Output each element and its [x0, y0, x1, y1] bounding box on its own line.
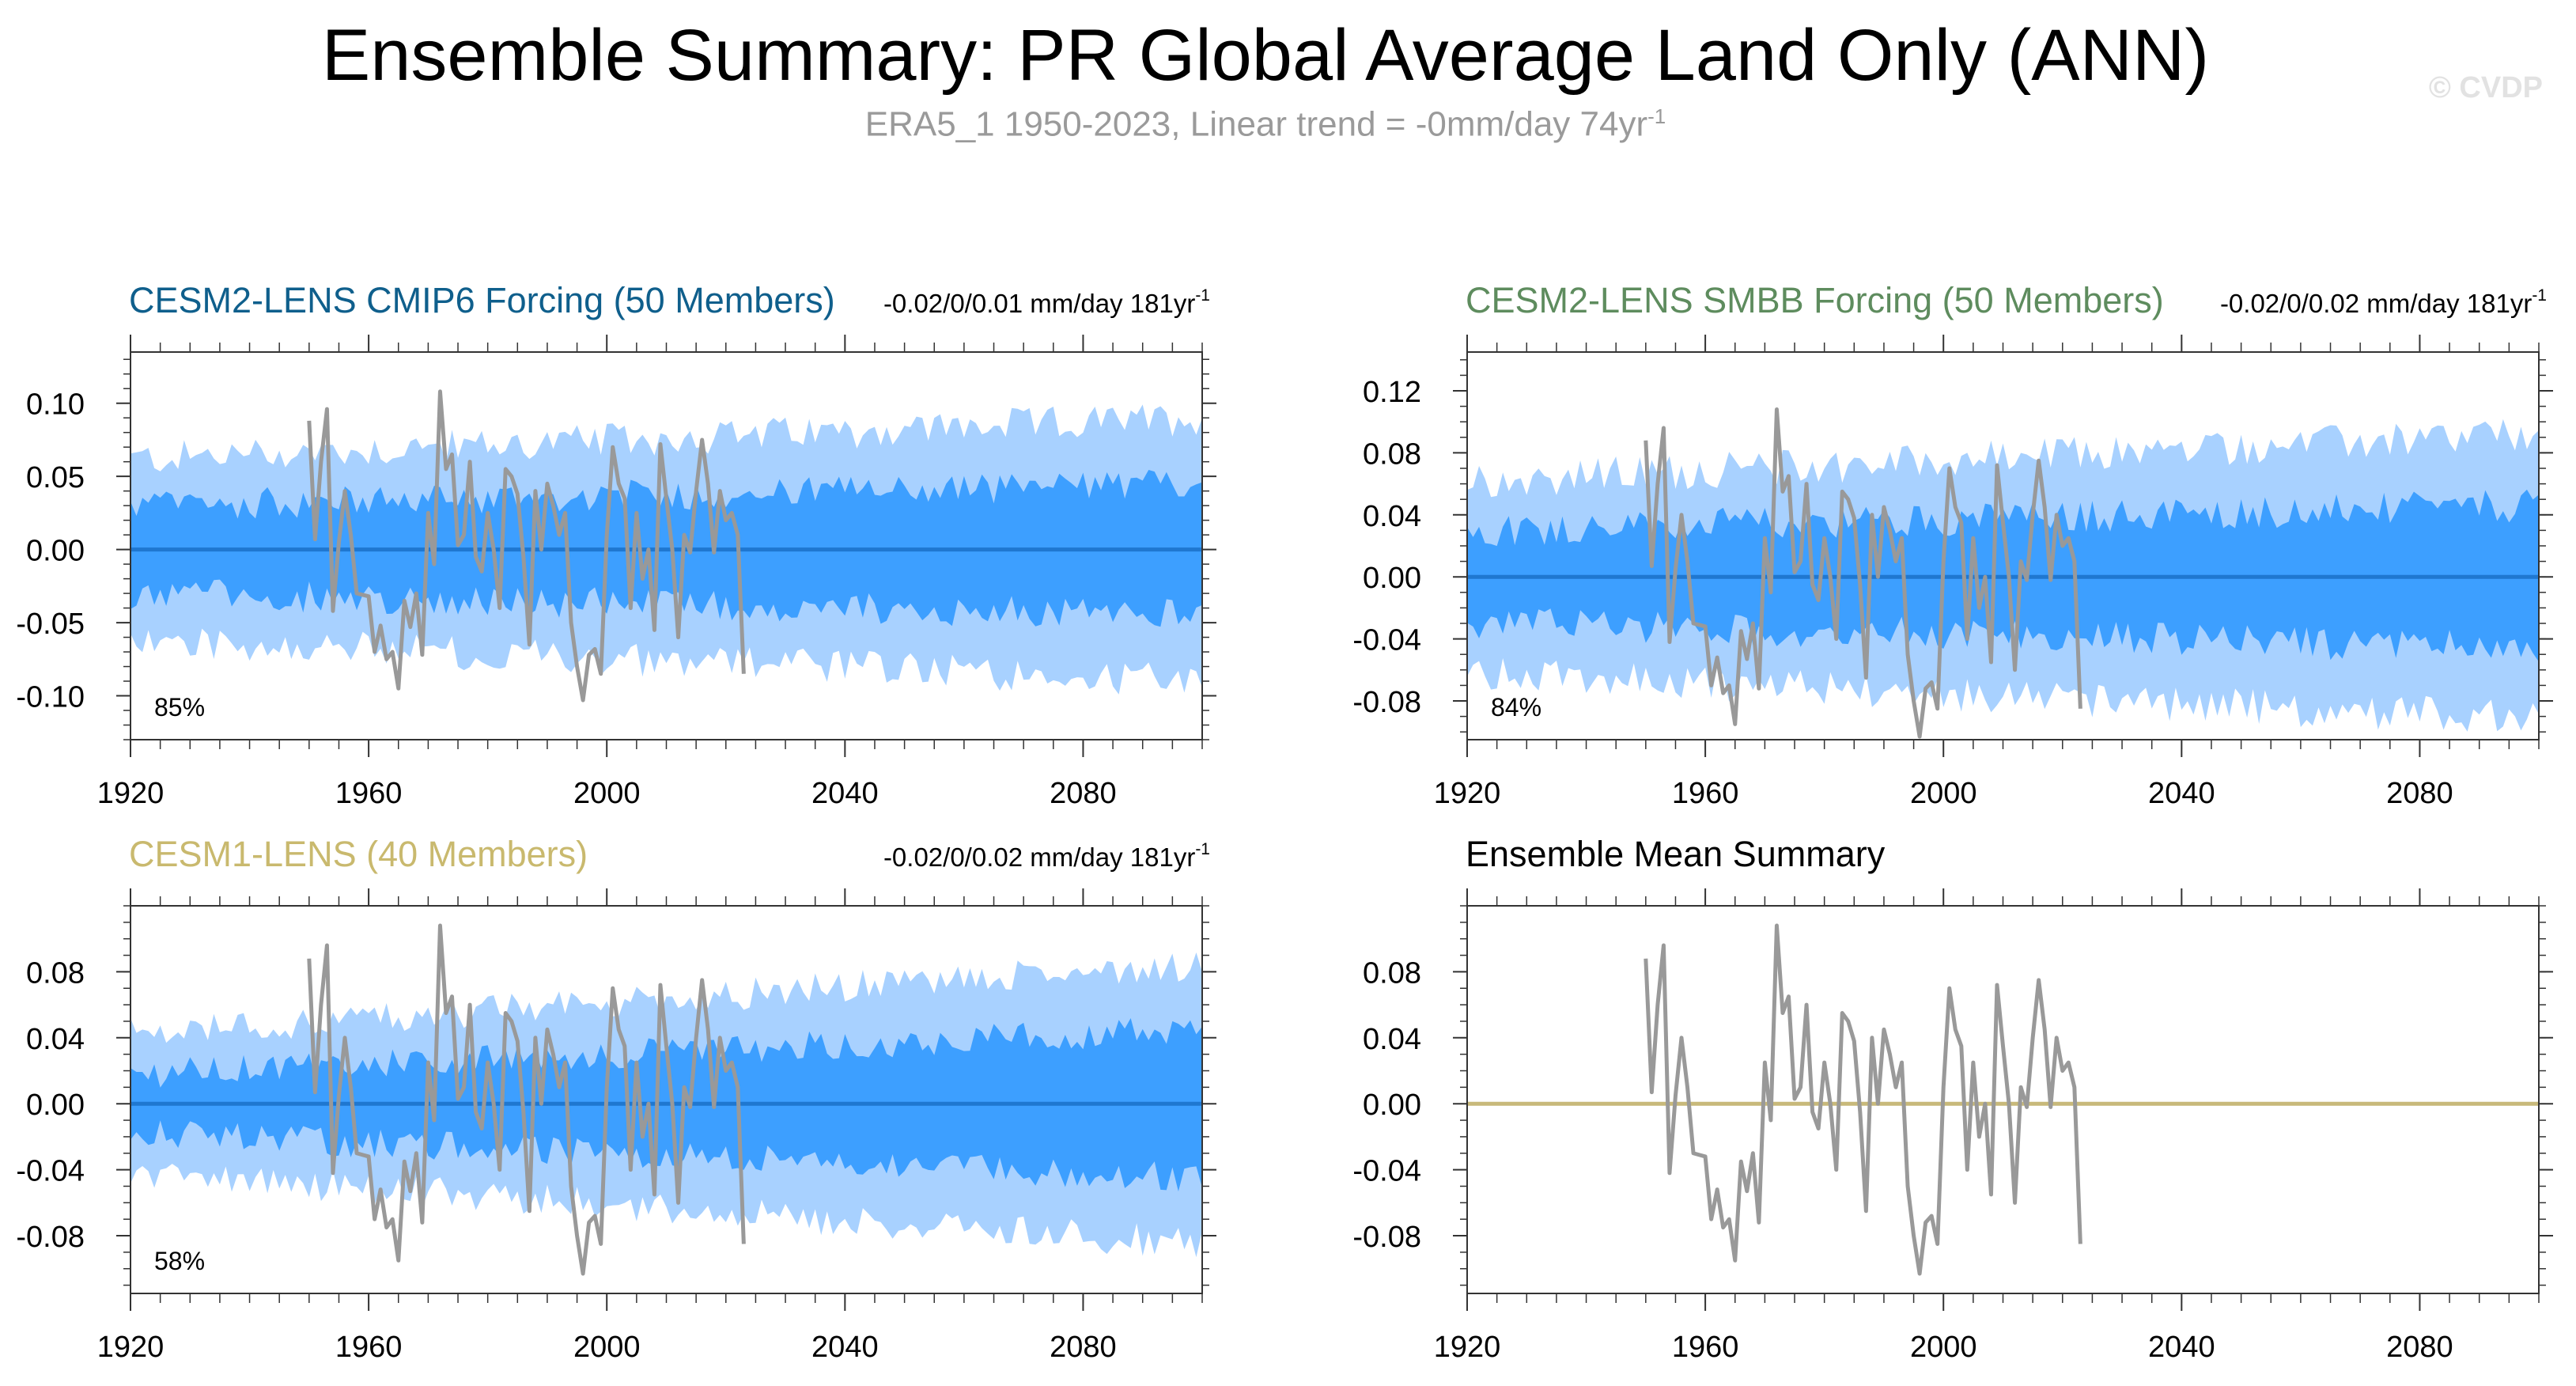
observations-line [307, 923, 746, 1276]
x-tick-label: 1960 [335, 777, 403, 810]
x-tick-label: 2080 [1050, 777, 1117, 810]
x-tick-label: 1960 [1672, 1331, 1739, 1364]
y-tick-label: -0.05 [16, 608, 85, 641]
percent-label: 58% [154, 1247, 205, 1275]
observations-line [1644, 407, 2082, 739]
y-tick-label: -0.08 [16, 1221, 85, 1254]
y-tick-label: 0.04 [1363, 1023, 1421, 1056]
plot-area [131, 389, 1202, 702]
x-tick-label: 2000 [573, 1331, 641, 1364]
panel-summary: -0.08 -0.04 0.00 0.04 0.08 1920 1960 2000 2040 20… [1352, 834, 2553, 1364]
trend-text: -0.02/0/0.02 mm/day 181yr [2220, 289, 2532, 318]
y-tick-label: 0.08 [26, 956, 85, 990]
y-tick-label: 0.00 [1363, 562, 1421, 595]
panel-title: CESM2-LENS SMBB Forcing (50 Members) [1466, 280, 2164, 320]
subtitle-text: ERA5_1 1950-2023, Linear trend = -0mm/da… [864, 104, 1648, 144]
percent-label: 84% [1491, 693, 1541, 721]
figure-title: Ensemble Summary: PR Global Average Land… [321, 15, 2210, 96]
y-tick-label: -0.08 [1352, 686, 1421, 719]
y-tick-label: -0.04 [1352, 1155, 1421, 1188]
plot-area [1467, 407, 2539, 739]
panel-cesm1: -0.08 -0.04 0.00 0.04 0.08 1920 1960 2000 2040 20… [16, 834, 1216, 1364]
y-tick-label: -0.10 [16, 681, 85, 714]
x-tick-label: 1920 [97, 777, 165, 810]
y-tick-label: 0.00 [1363, 1089, 1421, 1122]
y-tick-label: 0.10 [26, 388, 85, 422]
y-tick-label: 0.05 [26, 461, 85, 494]
x-tick-label: 1920 [97, 1331, 165, 1364]
y-tick-label: -0.04 [1352, 624, 1421, 657]
observations-line [1644, 923, 2082, 1276]
plot-frame [1466, 905, 2540, 1294]
x-tick-label: 1920 [1434, 777, 1501, 810]
y-tick-label: 0.00 [26, 535, 85, 568]
panel-trend: -0.02/0/0.02 mm/day 181yr-1 [883, 840, 1210, 872]
x-tick-label: 2000 [573, 777, 641, 810]
trend-exponent: -1 [1195, 840, 1210, 858]
panel-title: CESM1-LENS (40 Members) [129, 834, 588, 874]
y-tick-label: 0.00 [26, 1089, 85, 1122]
trend-text: -0.02/0/0.01 mm/day 181yr [883, 289, 1195, 318]
y-tick-label: -0.08 [1352, 1221, 1421, 1254]
panel-trend: -0.02/0/0.01 mm/day 181yr-1 [883, 286, 1210, 318]
y-tick-label: 0.08 [1363, 956, 1421, 990]
x-tick-label: 2080 [1050, 1331, 1117, 1364]
x-tick-label: 2000 [1910, 777, 1977, 810]
trend-text: -0.02/0/0.02 mm/day 181yr [883, 843, 1195, 872]
trend-exponent: -1 [2532, 286, 2547, 305]
y-tick-label: 0.08 [1363, 437, 1421, 471]
x-tick-label: 1960 [1672, 777, 1739, 810]
y-tick-label: 0.04 [26, 1023, 85, 1056]
percent-label: 85% [154, 693, 205, 721]
trend-exponent: -1 [1195, 286, 1210, 305]
panel-cmip6: -0.10 -0.05 0.00 0.05 0.10 1920 1960 2000 2040 20… [16, 280, 1216, 810]
plot-area [1467, 923, 2539, 1276]
panel-smbb: -0.08 -0.04 0.00 0.04 0.08 0.12 1920 1960 2000 20… [1352, 280, 2553, 810]
x-tick-label: 2000 [1910, 1331, 1977, 1364]
cvdp-watermark: © CVDP [2428, 71, 2543, 104]
x-tick-label: 2040 [2148, 1331, 2215, 1364]
x-tick-label: 2040 [811, 1331, 879, 1364]
panel-title: CESM2-LENS CMIP6 Forcing (50 Members) [129, 280, 835, 320]
y-tick-label: -0.04 [16, 1155, 85, 1188]
panel-trend: -0.02/0/0.02 mm/day 181yr-1 [2220, 286, 2547, 318]
x-tick-label: 2080 [2386, 1331, 2453, 1364]
x-tick-label: 2040 [811, 777, 879, 810]
observations-line [307, 389, 746, 702]
subtitle-exponent: -1 [1647, 104, 1666, 128]
y-tick-label: 0.12 [1363, 376, 1421, 409]
x-tick-label: 1960 [335, 1331, 403, 1364]
y-tick-label: 0.04 [1363, 500, 1421, 533]
x-tick-label: 2040 [2148, 777, 2215, 810]
x-tick-label: 1920 [1434, 1331, 1501, 1364]
panel-title: Ensemble Mean Summary [1466, 834, 1886, 874]
figure-subtitle: ERA5_1 1950-2023, Linear trend = -0mm/da… [0, 104, 2531, 145]
x-tick-label: 2080 [2386, 777, 2453, 810]
plot-area [131, 923, 1202, 1276]
